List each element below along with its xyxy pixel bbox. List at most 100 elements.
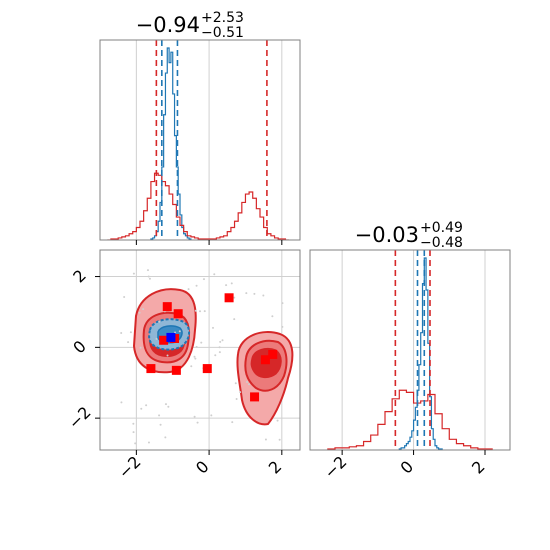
sample-dot bbox=[134, 442, 137, 445]
sample-dot bbox=[245, 292, 248, 295]
sample-dot bbox=[147, 441, 150, 444]
marginal-2-quantile-lines bbox=[394, 250, 431, 450]
marginal-1-quantile-lines bbox=[155, 40, 268, 240]
sample-dot bbox=[219, 340, 222, 343]
red-square-marker bbox=[162, 302, 172, 312]
sample-dot bbox=[281, 325, 284, 328]
sample-dot bbox=[233, 318, 236, 321]
joint-y-tick-label: 0 bbox=[69, 337, 90, 358]
sample-dot bbox=[167, 405, 170, 408]
marginal-2-histograms bbox=[327, 257, 493, 450]
joint-markers bbox=[120, 269, 284, 445]
sample-dot bbox=[120, 401, 123, 404]
sample-dot bbox=[146, 269, 149, 272]
sample-dot bbox=[214, 354, 217, 357]
sample-dot bbox=[120, 331, 123, 334]
marginal-2-grid bbox=[341, 250, 486, 450]
red-square-marker bbox=[260, 355, 270, 365]
sample-dot bbox=[195, 345, 198, 348]
marginal-1-ticks bbox=[135, 240, 283, 245]
sample-dot bbox=[248, 383, 251, 386]
sample-dot bbox=[138, 311, 141, 314]
joint-x-tick-label: 2 bbox=[265, 457, 286, 478]
sample-dot bbox=[246, 381, 249, 384]
marginal-2-histogram-series-1 bbox=[327, 389, 493, 450]
marginal-1-title-upper: +2.53 bbox=[201, 10, 244, 26]
sample-dot bbox=[164, 403, 167, 406]
sample-dot bbox=[194, 309, 197, 312]
sample-dot bbox=[211, 326, 214, 329]
blue-square-marker bbox=[166, 332, 176, 342]
joint-y-tick-label: −2 bbox=[65, 403, 95, 433]
sample-dot bbox=[132, 431, 135, 434]
sample-dot bbox=[200, 341, 203, 344]
sample-dot bbox=[271, 315, 274, 318]
sample-dot bbox=[155, 337, 158, 340]
sample-dot bbox=[213, 273, 216, 276]
red-square-marker bbox=[146, 364, 156, 374]
sample-dot bbox=[145, 404, 148, 407]
marginal-1-histogram-series-0 bbox=[150, 47, 192, 240]
marginal-1-grid bbox=[135, 40, 283, 240]
sample-dot bbox=[158, 414, 161, 417]
sample-dot bbox=[166, 354, 169, 357]
sample-dot bbox=[225, 284, 228, 287]
sample-dot bbox=[230, 282, 233, 285]
sample-dot bbox=[195, 284, 198, 287]
marginal-2-tick-label: 2 bbox=[468, 457, 489, 478]
joint-panel: −2 0 2 −2 0 2 bbox=[65, 249, 301, 482]
sample-dot bbox=[148, 277, 151, 280]
sample-dot bbox=[196, 421, 199, 424]
joint-x-tick-label: −2 bbox=[115, 452, 145, 482]
sample-dot bbox=[194, 357, 197, 360]
sample-dot bbox=[178, 330, 181, 333]
marginal-2-title-lower: −0.48 bbox=[420, 235, 463, 251]
sample-dot bbox=[164, 436, 167, 439]
marginal-1-histogram-series-1 bbox=[107, 172, 290, 240]
red-square-marker bbox=[173, 309, 183, 319]
sample-dot bbox=[129, 331, 132, 334]
sample-dot bbox=[193, 415, 196, 418]
sample-dot bbox=[210, 414, 213, 417]
sample-dot bbox=[276, 419, 279, 422]
sample-dot bbox=[235, 398, 238, 401]
sample-dot bbox=[281, 302, 284, 305]
sample-dot bbox=[158, 320, 161, 323]
marginal-2-title-value: −0.03 bbox=[355, 223, 419, 247]
marginal-1-frame bbox=[99, 39, 301, 241]
marginal-1-title-value: −0.94 bbox=[136, 13, 200, 37]
sample-dot bbox=[218, 351, 221, 354]
marginal-2-ticks: −2 0 2 bbox=[320, 450, 489, 482]
sample-dot bbox=[187, 288, 190, 291]
marginal-2-title-upper: +0.49 bbox=[420, 220, 463, 236]
red-square-marker bbox=[268, 349, 278, 359]
marginal-2-tick-label: −2 bbox=[320, 452, 350, 482]
sample-dot bbox=[123, 296, 126, 299]
sample-dot bbox=[221, 339, 224, 342]
sample-dot bbox=[231, 421, 234, 424]
marginal-panel-2: −2 0 2 −0.03 +0.49 −0.48 bbox=[309, 220, 511, 482]
red-square-marker bbox=[202, 364, 212, 374]
sample-dot bbox=[278, 438, 281, 441]
sample-dot bbox=[233, 296, 236, 299]
marginal-1-title-lower: −0.51 bbox=[201, 25, 244, 41]
sample-dot bbox=[142, 308, 145, 311]
joint-y-tick-label: 2 bbox=[69, 266, 90, 287]
sample-dot bbox=[262, 294, 265, 297]
sample-dot bbox=[264, 438, 267, 441]
sample-dot bbox=[253, 292, 256, 295]
red-square-marker bbox=[159, 335, 169, 345]
red-square-marker bbox=[171, 365, 181, 375]
sample-dot bbox=[147, 275, 150, 278]
marginal-panel-1: −0.94 +2.53 −0.51 bbox=[99, 10, 301, 245]
sample-dot bbox=[234, 382, 237, 385]
red-square-marker bbox=[250, 392, 260, 402]
sample-dot bbox=[159, 423, 162, 426]
sample-dot bbox=[127, 341, 130, 344]
sample-dot bbox=[239, 391, 242, 394]
marginal-2-histogram-series-0 bbox=[398, 257, 443, 450]
red-square-marker bbox=[224, 293, 234, 303]
marginal-2-tick-label: 0 bbox=[397, 457, 418, 478]
sample-dot bbox=[190, 365, 193, 368]
